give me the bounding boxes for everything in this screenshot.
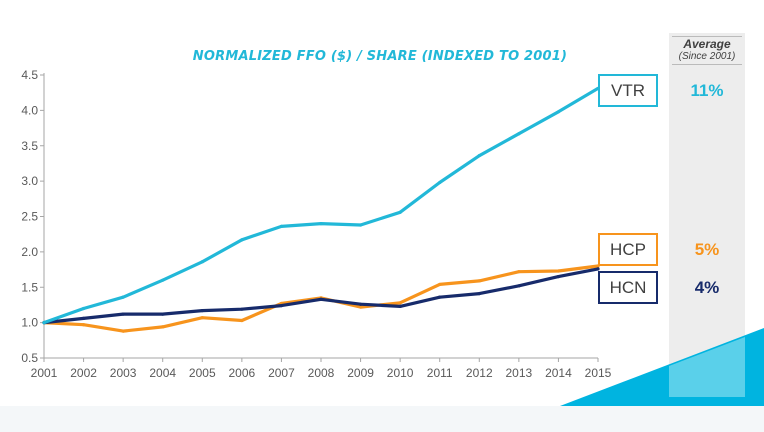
x-tick-label: 2004 [149, 366, 176, 380]
data-point-vtr [477, 154, 481, 158]
data-point-hcn [596, 267, 600, 271]
data-point-hcn [477, 292, 481, 296]
legend-hcp: HCP [598, 233, 658, 266]
data-point-hcn [319, 297, 323, 301]
y-tick-label: 0.5 [21, 351, 38, 365]
data-point-vtr [240, 238, 244, 242]
data-point-vtr [556, 110, 561, 114]
x-tick-label: 2001 [31, 366, 58, 380]
legend-hcn: HCN [598, 271, 658, 304]
y-tick-label: 2.5 [21, 210, 38, 224]
x-tick-label: 2015 [585, 366, 612, 380]
data-point-hcp [398, 301, 402, 305]
data-point-hcp [358, 305, 363, 309]
accent-panel-overlay [669, 337, 745, 397]
x-tick-label: 2012 [466, 366, 493, 380]
data-point-hcn [121, 312, 125, 316]
x-tick-label: 2006 [229, 366, 256, 380]
data-point-hcn [517, 284, 521, 288]
x-tick-label: 2007 [268, 366, 295, 380]
x-tick-label: 2009 [347, 366, 374, 380]
data-point-vtr [42, 321, 46, 325]
data-point-hcn [200, 308, 204, 313]
data-point-hcn [279, 304, 284, 308]
data-point-hcp [477, 279, 481, 283]
x-tick-label: 2010 [387, 366, 414, 380]
data-point-hcp [240, 318, 244, 323]
average-rule-bottom [672, 64, 742, 65]
data-point-hcp [200, 316, 204, 320]
data-point-hcp [438, 282, 442, 287]
data-point-vtr [319, 221, 323, 226]
data-point-vtr [200, 260, 204, 264]
data-point-hcn [81, 316, 86, 320]
data-point-hcp [556, 269, 561, 273]
data-point-hcn [240, 307, 244, 311]
bottom-band [0, 406, 764, 432]
data-point-vtr [161, 278, 165, 282]
data-point-hcn [398, 304, 402, 308]
data-point-vtr [517, 132, 521, 136]
data-point-vtr [279, 224, 284, 229]
chart-title: NORMALIZED FFO ($) / SHARE (INDEXED TO 2… [192, 49, 568, 64]
data-point-hcp [161, 325, 165, 329]
x-tick-label: 2014 [545, 366, 572, 380]
x-tick-label: 2008 [308, 366, 335, 380]
data-point-vtr [398, 210, 402, 214]
average-title: Average [683, 37, 731, 51]
average-subtitle: (Since 2001) [678, 51, 736, 62]
y-tick-label: 1.5 [21, 280, 38, 294]
data-point-hcp [81, 323, 86, 327]
y-tick-label: 4.0 [21, 103, 38, 117]
x-tick-label: 2005 [189, 366, 216, 380]
data-point-vtr [438, 180, 442, 185]
y-tick-label: 3.0 [21, 174, 38, 188]
average-hcp-value: 5% [694, 240, 720, 259]
data-point-hcn [556, 275, 561, 279]
y-tick-label: 2.0 [21, 245, 38, 259]
average-rule-top [672, 36, 742, 37]
average-panel [669, 33, 745, 397]
x-tick-label: 2013 [506, 366, 533, 380]
data-point-vtr [358, 223, 363, 227]
data-point-vtr [121, 295, 125, 299]
average-vtr-value: 11% [690, 81, 724, 100]
data-point-hcn [438, 295, 442, 299]
y-tick-label: 4.5 [21, 68, 38, 82]
legend-vtr: VTR [598, 74, 658, 107]
average-hcn-value: 4% [694, 278, 720, 297]
x-tick-label: 2003 [110, 366, 137, 380]
x-tick-label: 2011 [427, 366, 453, 380]
y-tick-label: 3.5 [21, 139, 38, 153]
data-point-hcn [161, 312, 165, 316]
data-point-vtr [81, 306, 86, 311]
x-tick-label: 2002 [70, 366, 97, 380]
data-point-hcn [358, 302, 363, 306]
data-point-hcp [121, 329, 125, 333]
y-tick-label: 1.0 [21, 316, 38, 330]
data-point-hcp [517, 270, 521, 274]
